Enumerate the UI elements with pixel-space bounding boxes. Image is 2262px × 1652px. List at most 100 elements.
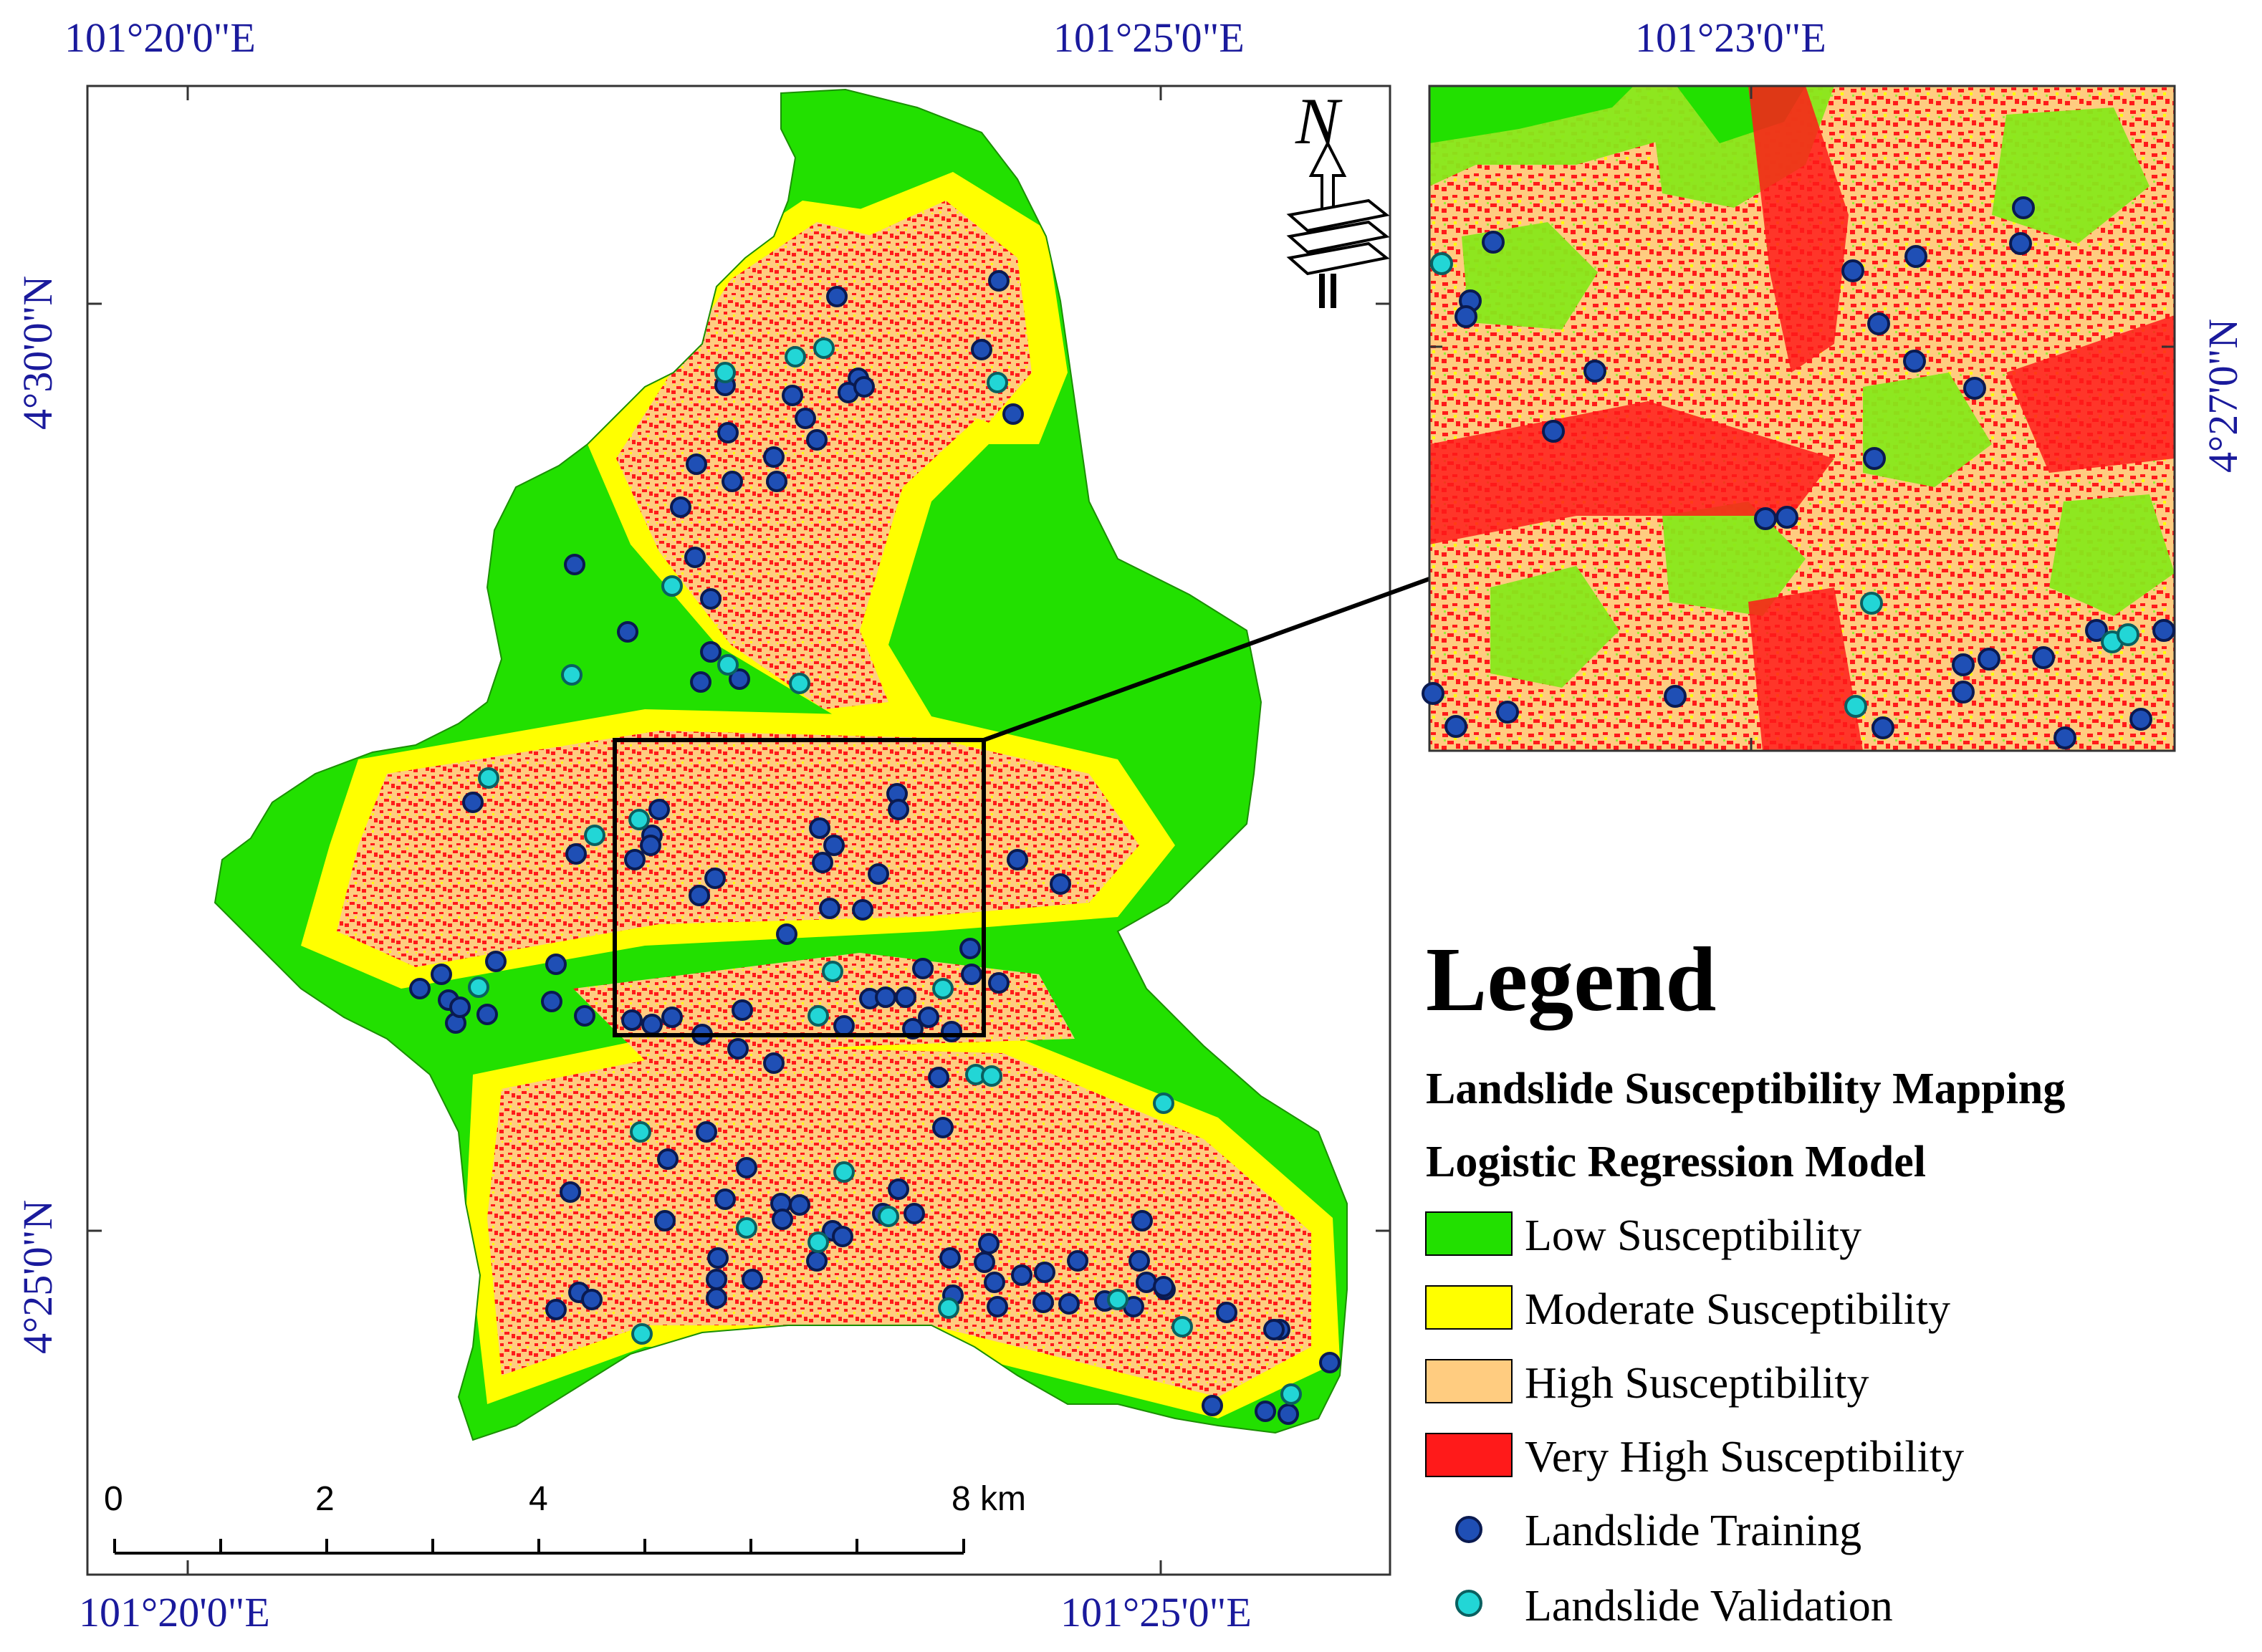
training-point [1263, 1319, 1285, 1340]
validation-point [807, 1231, 829, 1253]
training-point-inset [2129, 708, 2152, 731]
legend-subtitle-2: Logistic Regression Model [1426, 1138, 1926, 1186]
validation-point [932, 978, 954, 999]
legend-label-low: Low Susceptibility [1525, 1211, 1861, 1260]
legend-subtitle-1: Landslide Susceptibility Mapping [1426, 1065, 2065, 1113]
training-point [689, 885, 710, 906]
training-point [875, 986, 896, 1008]
validation-points-inset [1430, 252, 2139, 718]
training-point [565, 843, 587, 865]
zoom-extent-box [613, 738, 986, 1037]
training-point [971, 339, 992, 360]
training-point [932, 1117, 954, 1138]
legend: Legend Landslide Susceptibility Mapping … [1425, 928, 2065, 1631]
training-point [852, 899, 873, 921]
coord-label-bottom-left: 101°20'0"E [79, 1589, 270, 1636]
scale-label-0: 0 [104, 1480, 123, 1518]
training-points-main [409, 270, 1341, 1425]
training-point-inset [1952, 681, 1975, 703]
training-point [987, 1296, 1008, 1317]
training-point-inset [1904, 245, 1927, 268]
training-point [722, 471, 743, 492]
validation-point [1280, 1383, 1302, 1405]
training-point-inset [1952, 653, 1975, 676]
training-point [812, 852, 833, 873]
validation-point [1171, 1316, 1193, 1338]
training-point-inset [1978, 648, 2000, 671]
validation-point [661, 575, 683, 597]
training-point [462, 792, 484, 813]
legend-label-very-high: Very High Susceptibility [1525, 1433, 1964, 1481]
coord-label-left-bottom: 4°25'0"N [14, 1200, 61, 1354]
training-point [621, 1009, 643, 1031]
validation-point-inset [1430, 252, 1453, 275]
training-point [1319, 1352, 1341, 1373]
validation-point [630, 1121, 651, 1143]
validation-point [938, 1297, 959, 1319]
training-point [736, 1157, 757, 1178]
training-point [670, 496, 691, 518]
training-point [928, 1067, 949, 1088]
training-point [717, 422, 739, 443]
training-point [978, 1233, 1000, 1254]
scale-label-8km: 8 km [952, 1480, 1026, 1518]
training-point [476, 1004, 498, 1025]
validation-point [717, 654, 739, 676]
training-point [763, 446, 785, 468]
training-point [988, 270, 1010, 292]
coord-label-top-right: 101°25'0"E [1053, 14, 1245, 61]
inset-map-frame [1428, 85, 2176, 752]
training-point-inset [1482, 231, 1505, 254]
validation-point [1153, 1092, 1174, 1114]
training-point [485, 951, 507, 972]
legend-label-high: High Susceptibility [1525, 1359, 1869, 1408]
training-point [853, 376, 875, 398]
training-point [696, 1121, 717, 1143]
training-point [1011, 1264, 1032, 1286]
training-point [409, 978, 431, 999]
training-point [789, 1194, 810, 1216]
validation-point [631, 1323, 653, 1345]
training-point [782, 385, 803, 406]
training-point [661, 1007, 683, 1028]
training-point [657, 1148, 679, 1170]
validation-point [584, 825, 605, 846]
training-point [766, 471, 787, 492]
training-point-inset [1963, 377, 1986, 400]
coord-label-left-top: 4°30'0"N [14, 276, 61, 430]
training-point [1131, 1210, 1153, 1231]
training-point [707, 1247, 729, 1269]
legend-swatch-low [1425, 1211, 1513, 1256]
training-point-inset [1903, 350, 1926, 373]
training-point [984, 1272, 1005, 1293]
training-point [1034, 1262, 1055, 1283]
training-point [431, 964, 452, 985]
scale-bar: 0 2 4 8 km [104, 1480, 1026, 1555]
training-point [795, 408, 816, 429]
training-point-inset [1754, 507, 1777, 530]
training-point-inset [1455, 305, 1477, 328]
training-points-inset [1422, 196, 2175, 749]
training-point [941, 1021, 962, 1042]
training-point [806, 429, 828, 451]
validation-point-inset [1860, 592, 1883, 615]
training-point-inset [1444, 715, 1467, 738]
high-very-high-susceptibility-zones [337, 201, 1311, 1397]
training-point-inset [2152, 619, 2175, 642]
training-point-inset [1583, 360, 1606, 383]
training-point [1255, 1401, 1276, 1422]
training-point [729, 668, 750, 690]
training-point-inset [2009, 232, 2032, 255]
training-point [617, 621, 638, 643]
validation-point [785, 346, 806, 368]
training-point [1202, 1395, 1223, 1416]
training-point-inset [1664, 685, 1687, 708]
validation-point-inset [2117, 623, 2139, 646]
training-point [732, 999, 753, 1021]
validation-point [468, 976, 489, 998]
legend-swatch-high [1425, 1359, 1513, 1403]
legend-label-moderate: Moderate Susceptibility [1525, 1285, 1950, 1334]
validation-point [1107, 1289, 1128, 1310]
training-point [961, 964, 982, 985]
